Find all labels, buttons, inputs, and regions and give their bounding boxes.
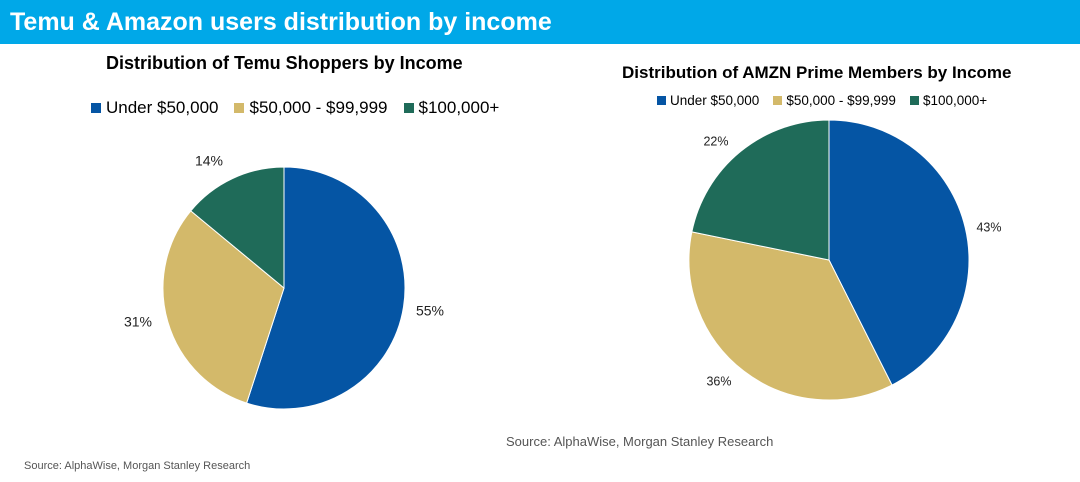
legend-item-under-50k: Under $50,000 bbox=[657, 93, 759, 108]
legend-label-under-50k: Under $50,000 bbox=[106, 98, 219, 117]
legend-item-100k-plus: $100,000+ bbox=[909, 93, 988, 108]
temu-slice-under-50k bbox=[245, 166, 406, 410]
legend-item-under-50k: Under $50,000 bbox=[91, 98, 218, 118]
header-banner: Temu & Amazon users distribution by inco… bbox=[0, 0, 1080, 44]
legend-label-100k-plus: $100,000+ bbox=[922, 93, 988, 108]
temu-label-100k-plus: 14% bbox=[195, 153, 223, 169]
legend-swatch-50k-100k bbox=[773, 96, 783, 105]
amzn-slice-50k-100k bbox=[688, 231, 893, 401]
legend-label-50k-100k: $50,000 - $99,999 bbox=[249, 98, 388, 117]
amzn-slice-100k-plus bbox=[691, 119, 830, 261]
legend-item-50k-100k: $50,000 - $99,999 bbox=[773, 93, 896, 108]
amzn-slice-under-50k bbox=[828, 119, 970, 386]
amzn-label-100k-plus: 22% bbox=[703, 134, 728, 148]
temu-slice-50k-100k bbox=[162, 210, 285, 404]
amzn-chart-source: Source: AlphaWise, Morgan Stanley Resear… bbox=[506, 434, 774, 449]
amzn-chart-legend: Under $50,000 $50,000 - $99,999 $100,000… bbox=[657, 93, 1001, 108]
legend-swatch-100k-plus bbox=[909, 96, 919, 105]
legend-item-100k-plus: $100,000+ bbox=[403, 98, 500, 118]
temu-slice-100k-plus bbox=[190, 166, 285, 290]
temu-chart-title: Distribution of Temu Shoppers by Income bbox=[106, 53, 463, 73]
legend-swatch-50k-100k bbox=[234, 103, 245, 113]
amzn-label-50k-100k: 36% bbox=[706, 374, 731, 388]
amzn-chart-title: Distribution of AMZN Prime Members by In… bbox=[622, 63, 1012, 82]
legend-swatch-100k-plus bbox=[403, 103, 414, 113]
legend-label-100k-plus: $100,000+ bbox=[418, 98, 500, 117]
temu-chart-legend: Under $50,000 $50,000 - $99,999 $100,000… bbox=[91, 98, 515, 118]
temu-label-50k-100k: 31% bbox=[124, 314, 152, 330]
page-title: Temu & Amazon users distribution by inco… bbox=[10, 8, 552, 36]
legend-swatch-under-50k bbox=[91, 103, 101, 113]
temu-chart-source: Source: AlphaWise, Morgan Stanley Resear… bbox=[24, 460, 251, 472]
temu-label-under-50k: 55% bbox=[416, 303, 444, 319]
amzn-label-under-50k: 43% bbox=[976, 220, 1001, 234]
legend-label-under-50k: Under $50,000 bbox=[670, 93, 760, 108]
legend-item-50k-100k: $50,000 - $99,999 bbox=[234, 98, 388, 118]
legend-swatch-under-50k bbox=[657, 96, 666, 105]
legend-label-50k-100k: $50,000 - $99,999 bbox=[786, 93, 896, 108]
